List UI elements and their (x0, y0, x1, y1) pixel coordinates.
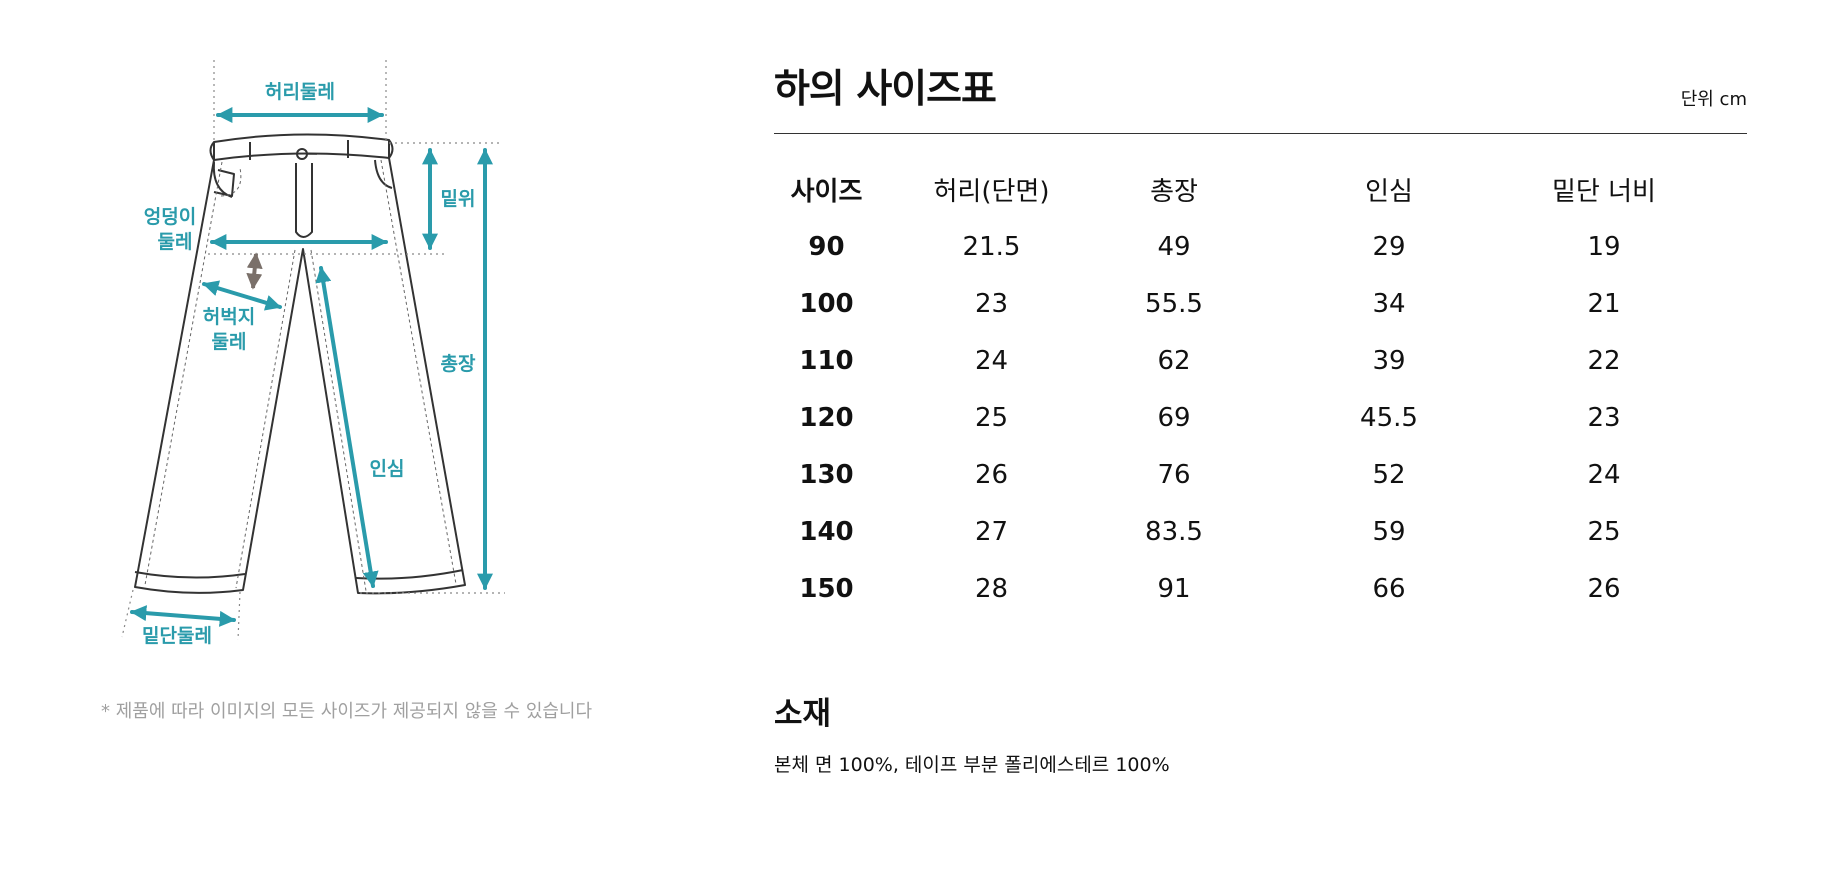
header-size: 사이즈 (790, 177, 863, 207)
thigh-label-line1: 허벅지 (202, 306, 256, 328)
cell-waist: 21.5 (962, 231, 1021, 262)
header-waist: 허리(단면) (933, 177, 1050, 207)
cell-inseam: 34 (1372, 288, 1406, 319)
cell-hem: 25 (1587, 516, 1621, 547)
cell-hem: 22 (1587, 345, 1621, 376)
header-inseam: 인심 (1365, 177, 1413, 207)
cell-waist: 25 (974, 402, 1009, 433)
thigh-label: 허벅지 둘레 (203, 305, 255, 355)
table-row: 140 27 83.5 59 25 (774, 503, 1674, 560)
cell-size: 120 (799, 402, 854, 433)
rise-label: 밑위 (440, 188, 476, 210)
cell-waist: 27 (974, 516, 1009, 547)
cell-size: 100 (799, 288, 854, 319)
table-row: 100 23 55.5 34 21 (774, 275, 1674, 332)
cell-waist: 23 (974, 288, 1009, 319)
cell-size: 90 (808, 231, 845, 262)
thigh-position-arrow (246, 252, 263, 290)
header-hem: 밑단 너비 (1552, 177, 1656, 207)
unit-label: 단위 cm (1680, 89, 1747, 110)
cell-inseam: 59 (1372, 516, 1406, 547)
cell-waist: 24 (974, 345, 1009, 376)
thigh-label-line2: 둘레 (211, 331, 247, 353)
cell-inseam: 39 (1372, 345, 1406, 376)
header-length: 총장 (1150, 177, 1198, 207)
inseam-arrow (315, 266, 379, 588)
size-table: 사이즈 허리(단면) 총장 인심 밑단 너비 90 21.5 49 29 19 … (774, 161, 1674, 617)
cell-hem: 24 (1587, 459, 1621, 490)
material-description: 본체 면 100%, 테이프 부분 폴리에스테르 100% (774, 754, 1170, 776)
cell-inseam: 52 (1372, 459, 1406, 490)
cell-length: 69 (1157, 402, 1191, 433)
cell-inseam: 29 (1372, 231, 1406, 262)
page-title: 하의 사이즈표 (774, 67, 997, 112)
table-row: 150 28 91 66 26 (774, 560, 1674, 617)
size-disclaimer-note: * 제품에 따라 이미지의 모든 사이즈가 제공되지 않을 수 있습니다 (101, 701, 593, 722)
cell-hem: 23 (1587, 402, 1621, 433)
measurement-arrows (130, 107, 493, 627)
cell-length: 83.5 (1145, 516, 1203, 547)
cell-waist: 28 (974, 573, 1009, 604)
hip-label: 엉덩이 둘레 (144, 205, 196, 255)
cell-size: 150 (799, 573, 854, 604)
pants-outline (134, 133, 466, 595)
cell-length: 55.5 (1145, 288, 1203, 319)
cell-inseam: 45.5 (1360, 402, 1418, 433)
cell-waist: 26 (974, 459, 1009, 490)
pants-measurement-diagram: 허리둘레 밑위 엉덩이 둘레 허벅지 둘레 총장 인심 밑단둘레 (0, 0, 720, 700)
hip-label-line2: 둘레 (157, 231, 193, 253)
length-label: 총장 (440, 353, 476, 375)
cell-size: 110 (799, 345, 854, 376)
cell-hem: 26 (1587, 573, 1621, 604)
cell-size: 130 (799, 459, 854, 490)
cell-hem: 19 (1587, 231, 1621, 262)
pants-stitching (144, 159, 457, 592)
hem-label: 밑단둘레 (142, 625, 212, 647)
guide-lines (121, 60, 505, 641)
thigh-arrow (202, 280, 282, 311)
table-header-row: 사이즈 허리(단면) 총장 인심 밑단 너비 (774, 161, 1674, 218)
cell-size: 140 (799, 516, 854, 547)
table-row: 110 24 62 39 22 (774, 332, 1674, 389)
table-row: 90 21.5 49 29 19 (774, 218, 1674, 275)
cell-length: 76 (1157, 459, 1191, 490)
cell-length: 91 (1157, 573, 1191, 604)
table-row: 130 26 76 52 24 (774, 446, 1674, 503)
hip-label-line1: 엉덩이 (143, 206, 197, 228)
cell-hem: 21 (1587, 288, 1621, 319)
material-title: 소재 (774, 696, 832, 732)
pants-illustration (121, 60, 505, 641)
cell-length: 49 (1157, 231, 1191, 262)
table-row: 120 25 69 45.5 23 (774, 389, 1674, 446)
inseam-label: 인심 (369, 458, 405, 480)
title-divider (774, 133, 1747, 134)
hem-arrow (130, 605, 236, 627)
cell-length: 62 (1157, 345, 1191, 376)
cell-inseam: 66 (1372, 573, 1406, 604)
waist-label: 허리둘레 (265, 81, 335, 103)
